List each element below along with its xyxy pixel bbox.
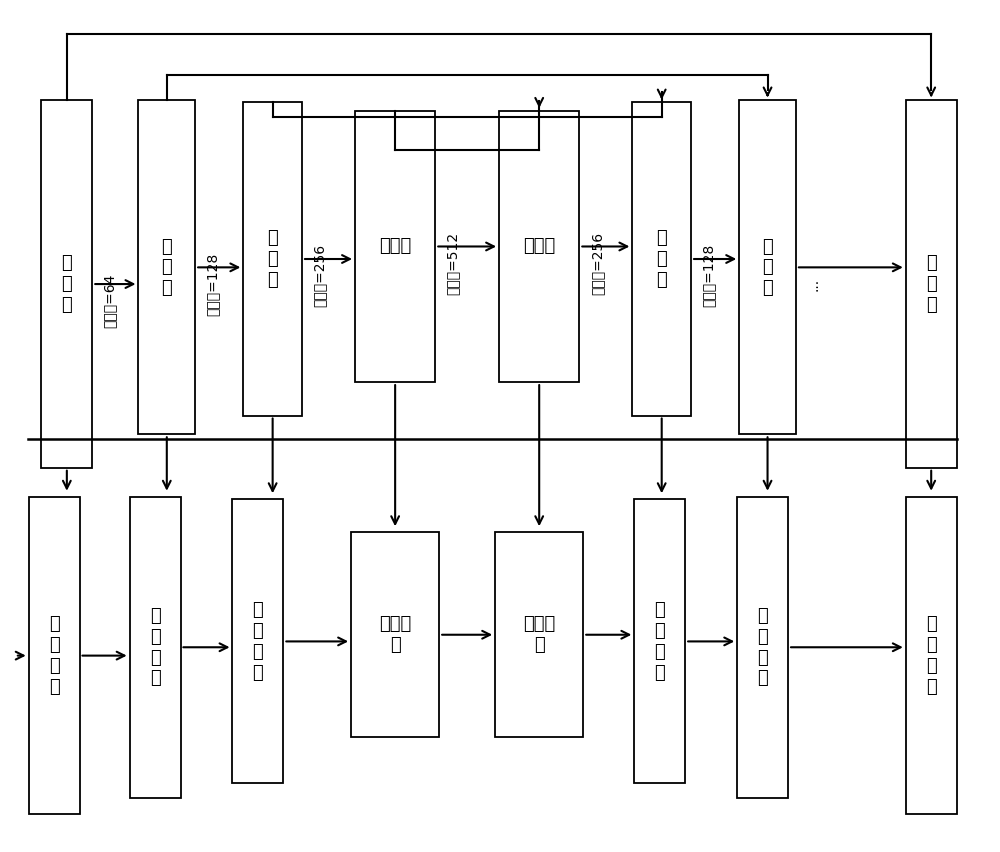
Text: 拆
分
混
洗: 拆 分 混 洗 <box>49 615 59 696</box>
Text: 上
卷
积: 上 卷 积 <box>762 238 773 297</box>
Bar <box>906 101 957 468</box>
Bar <box>29 497 80 815</box>
Bar <box>737 497 788 797</box>
Text: 拆分混
洗: 拆分混 洗 <box>379 615 411 654</box>
Bar <box>355 111 435 383</box>
Text: ...: ... <box>807 278 821 291</box>
Bar <box>906 497 957 815</box>
Text: 通道数=256: 通道数=256 <box>590 232 604 295</box>
Text: 通道数=128: 通道数=128 <box>206 252 220 316</box>
Text: 下
卷
积: 下 卷 积 <box>161 238 172 297</box>
Bar <box>232 499 283 783</box>
Bar <box>138 101 195 435</box>
Bar <box>243 102 302 416</box>
Text: 拆
分
混
洗: 拆 分 混 洗 <box>757 607 768 688</box>
Text: 拆
分
混
洗: 拆 分 混 洗 <box>150 607 160 688</box>
Text: 拆
分
混
洗: 拆 分 混 洗 <box>654 602 665 682</box>
Bar <box>41 101 92 468</box>
Text: 拆
分
混
洗: 拆 分 混 洗 <box>926 615 937 696</box>
Bar <box>130 497 181 797</box>
Text: 下
卷
积: 下 卷 积 <box>267 229 278 289</box>
Bar <box>634 499 685 783</box>
Text: 通道数=128: 通道数=128 <box>702 244 716 308</box>
Bar <box>632 102 691 416</box>
Bar <box>351 532 439 737</box>
Text: 上
卷
积: 上 卷 积 <box>926 254 937 314</box>
Text: 通道数=512: 通道数=512 <box>446 232 460 295</box>
Bar <box>739 101 796 435</box>
Text: 下卷积: 下卷积 <box>379 238 411 256</box>
Text: 下
卷
积: 下 卷 积 <box>61 254 72 314</box>
Text: 通道数=64: 通道数=64 <box>103 273 117 328</box>
Text: 上卷积: 上卷积 <box>523 238 555 256</box>
Bar <box>499 111 579 383</box>
Text: 通道数=256: 通道数=256 <box>313 245 327 308</box>
Text: 拆
分
混
洗: 拆 分 混 洗 <box>253 602 263 682</box>
Text: 拆分混
洗: 拆分混 洗 <box>523 615 555 654</box>
Bar <box>495 532 583 737</box>
Text: 上
卷
积: 上 卷 积 <box>656 229 667 289</box>
